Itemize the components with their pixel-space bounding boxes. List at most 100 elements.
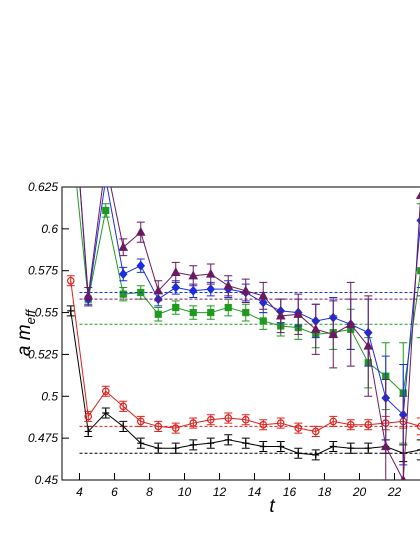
marker bbox=[68, 125, 74, 131]
marker bbox=[189, 419, 198, 427]
marker bbox=[223, 280, 234, 290]
plot-frame bbox=[61, 186, 420, 481]
marker bbox=[172, 444, 180, 452]
marker bbox=[242, 308, 250, 317]
marker bbox=[135, 226, 146, 236]
marker bbox=[363, 340, 374, 350]
marker bbox=[258, 290, 269, 300]
y-tick-label: 0.525 bbox=[28, 347, 58, 361]
marker bbox=[170, 267, 181, 276]
marker bbox=[67, 307, 75, 315]
marker bbox=[188, 285, 198, 296]
marker bbox=[294, 424, 303, 432]
marker bbox=[207, 439, 215, 447]
marker bbox=[416, 422, 420, 431]
marker bbox=[417, 267, 420, 275]
marker bbox=[83, 290, 94, 300]
error-bar bbox=[67, 45, 75, 78]
y-axis-label: a meff bbox=[14, 309, 38, 357]
marker bbox=[102, 158, 110, 165]
marker bbox=[224, 303, 232, 312]
y-tick-label: 0.625 bbox=[28, 180, 58, 194]
marker bbox=[119, 290, 127, 298]
marker bbox=[241, 415, 250, 424]
x-tick-label: 18 bbox=[318, 485, 332, 499]
marker bbox=[153, 285, 164, 295]
error-bar bbox=[416, 286, 420, 288]
marker bbox=[328, 329, 339, 338]
error-bar bbox=[416, 295, 420, 297]
marker bbox=[380, 441, 391, 451]
y-tick-label: 0.6 bbox=[41, 222, 58, 236]
x-tick-label: 14 bbox=[248, 485, 262, 499]
marker bbox=[275, 310, 286, 320]
marker bbox=[205, 268, 216, 278]
error-bar bbox=[416, 417, 420, 436]
marker bbox=[242, 439, 250, 447]
marker bbox=[154, 310, 162, 318]
marker bbox=[67, 57, 75, 64]
marker bbox=[345, 319, 356, 328]
x-tick-label: 22 bbox=[387, 485, 402, 499]
x-tick-label: 16 bbox=[283, 485, 297, 499]
marker bbox=[102, 206, 110, 215]
marker bbox=[171, 282, 181, 293]
marker bbox=[171, 424, 180, 432]
marker bbox=[136, 260, 146, 271]
error-bar bbox=[416, 203, 420, 339]
x-tick-label: 4 bbox=[76, 485, 83, 499]
marker bbox=[277, 443, 285, 451]
marker bbox=[259, 317, 267, 325]
marker bbox=[189, 441, 197, 449]
marker bbox=[259, 420, 268, 429]
marker bbox=[84, 412, 93, 421]
error-bar bbox=[399, 395, 408, 480]
x-axis-label: t bbox=[269, 496, 275, 517]
error-bar bbox=[101, 187, 110, 188]
marker bbox=[206, 284, 216, 295]
marker bbox=[102, 175, 109, 183]
marker bbox=[154, 422, 163, 431]
plot-area bbox=[66, 45, 420, 480]
error-bar bbox=[67, 112, 75, 145]
marker bbox=[311, 427, 320, 436]
x-tick-label: 12 bbox=[213, 485, 227, 499]
marker bbox=[364, 420, 373, 429]
marker bbox=[329, 443, 337, 451]
marker bbox=[293, 308, 304, 318]
marker bbox=[417, 449, 420, 451]
y-tick-label: 0.55 bbox=[35, 306, 59, 320]
marker bbox=[66, 276, 75, 285]
marker bbox=[224, 436, 232, 444]
marker bbox=[329, 417, 338, 426]
marker bbox=[415, 191, 420, 199]
error-bar bbox=[102, 154, 110, 171]
marker bbox=[101, 387, 110, 396]
marker bbox=[137, 439, 145, 447]
x-tick-label: 6 bbox=[111, 485, 118, 499]
x-tick-label: 8 bbox=[146, 485, 153, 499]
marker bbox=[172, 303, 180, 312]
y-tick-label: 0.475 bbox=[28, 431, 58, 445]
y-axis-label-sub: eff bbox=[23, 309, 38, 325]
marker bbox=[102, 409, 110, 417]
marker bbox=[188, 270, 199, 280]
marker bbox=[189, 308, 197, 317]
marker bbox=[154, 444, 162, 452]
y-tick-label: 0.5 bbox=[41, 389, 58, 403]
y-tick-label: 0.575 bbox=[28, 264, 58, 278]
marker bbox=[276, 419, 285, 427]
x-tick-label: 10 bbox=[178, 485, 192, 499]
marker bbox=[240, 285, 251, 295]
marker bbox=[206, 415, 215, 424]
marker bbox=[310, 324, 321, 333]
marker bbox=[136, 417, 145, 426]
y-tick-label: 0.45 bbox=[35, 473, 59, 487]
x-tick-label: 20 bbox=[352, 485, 367, 499]
marker bbox=[259, 443, 267, 451]
marker bbox=[312, 451, 320, 459]
y-axis-label-main: a m bbox=[14, 324, 35, 356]
marker bbox=[119, 402, 128, 411]
marker bbox=[224, 414, 233, 422]
